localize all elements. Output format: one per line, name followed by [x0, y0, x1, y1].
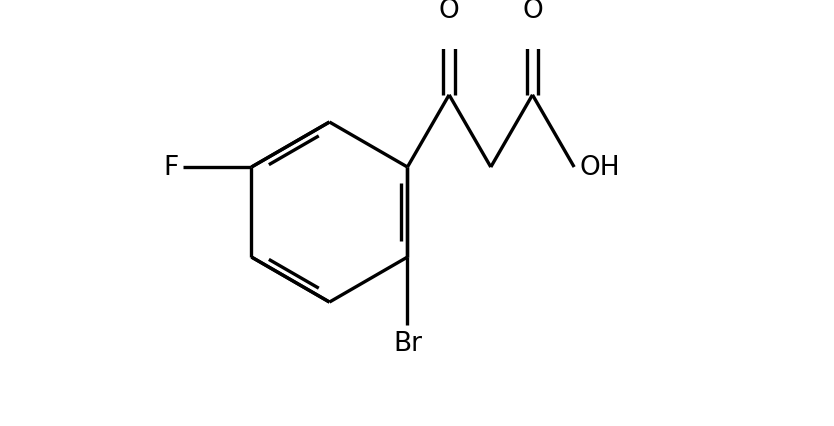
Text: Br: Br: [393, 331, 422, 357]
Text: OH: OH: [579, 155, 620, 181]
Text: O: O: [522, 0, 543, 24]
Text: F: F: [163, 155, 178, 181]
Text: O: O: [439, 0, 460, 24]
